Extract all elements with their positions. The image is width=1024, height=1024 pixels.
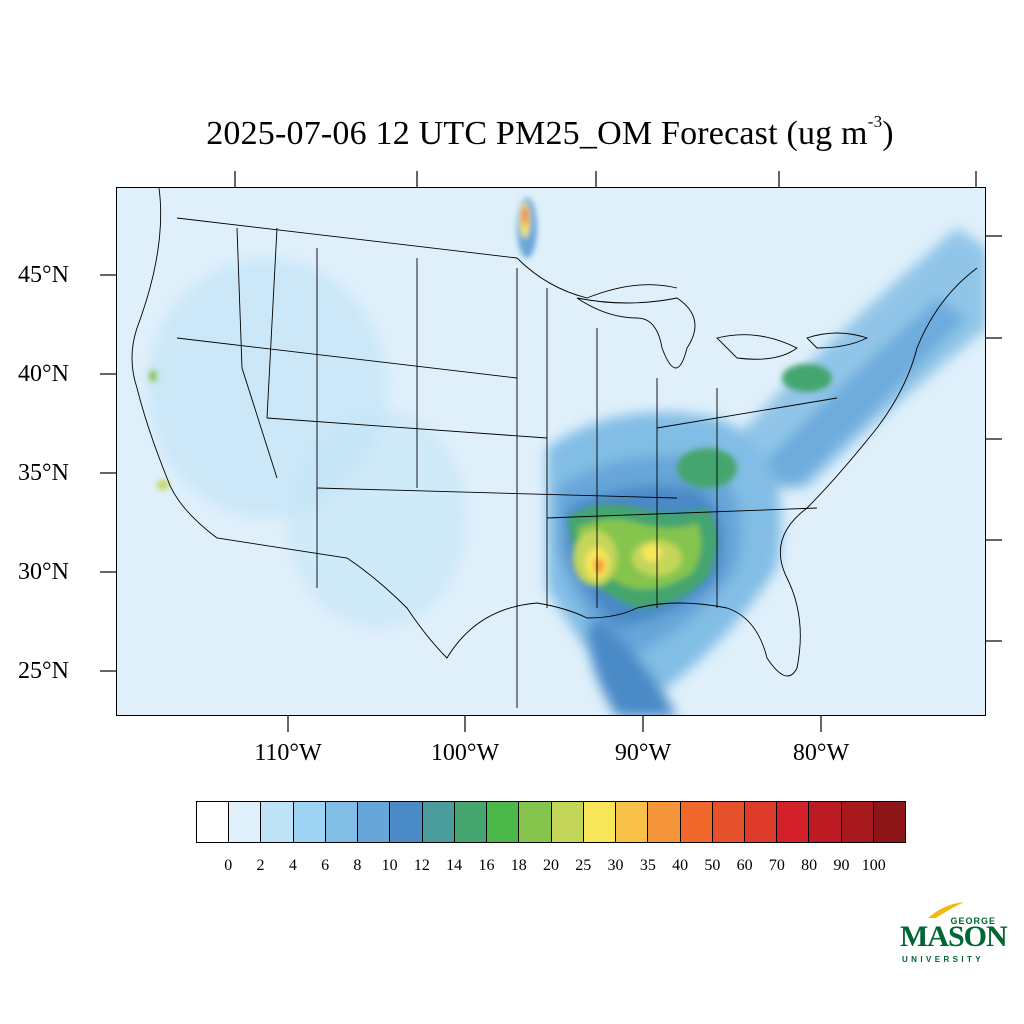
colorbar-swatch (197, 802, 230, 842)
colorbar-tick-label: 20 (543, 857, 559, 874)
colorbar-swatch (841, 802, 874, 842)
colorbar-tick-label: 35 (639, 857, 656, 874)
colorbar-swatch (454, 802, 488, 842)
concentration-field (147, 198, 985, 715)
colorbar-swatch (229, 802, 262, 842)
colorbar-swatch (680, 802, 713, 842)
colorbar-tick-label: 16 (478, 857, 495, 874)
colorbar-tick-label: 10 (381, 857, 398, 874)
colorbar-swatch (358, 802, 391, 842)
colorbar-swatch (648, 802, 681, 842)
lon-label-90: 90°W (614, 740, 672, 766)
colorbar-tick-label: 14 (446, 857, 463, 874)
colorbar-swatch (873, 802, 906, 842)
lat-label-30: 30°N (18, 559, 69, 585)
colorbar-swatch (487, 802, 520, 842)
colorbar-swatch (390, 802, 423, 842)
lat-label-35: 35°N (18, 460, 69, 486)
colorbar-tick-label: 4 (288, 857, 297, 874)
logo-swoosh-icon (928, 902, 964, 918)
lon-label-80: 80°W (792, 740, 850, 766)
colorbar-swatch (583, 802, 617, 842)
lat-label-45: 45°N (18, 262, 69, 288)
colorbar-swatch (422, 802, 455, 842)
colorbar (196, 801, 906, 843)
colorbar-tick-label: 40 (672, 857, 689, 874)
colorbar-tick-label: 0 (224, 857, 233, 874)
colorbar-swatch (519, 802, 552, 842)
lon-label-100: 100°W (430, 740, 500, 766)
map-outlines (131, 188, 978, 708)
lat-label-25: 25°N (18, 658, 69, 684)
colorbar-tick-label: 70 (768, 857, 785, 874)
colorbar-tick-label: 6 (321, 857, 330, 874)
lon-label-110: 110°W (254, 740, 322, 766)
colorbar-tick-label: 12 (413, 857, 430, 874)
colorbar-swatch (777, 802, 810, 842)
colorbar-swatch (616, 802, 649, 842)
colorbar-swatch (712, 802, 745, 842)
colorbar-swatch (809, 802, 842, 842)
colorbar-tick-label: 30 (607, 857, 624, 874)
lat-label-40: 40°N (18, 361, 69, 387)
logo-university: UNIVERSITY (902, 955, 985, 964)
colorbar-swatch (551, 802, 584, 842)
colorbar-swatch (325, 802, 359, 842)
colorbar-tick-label: 50 (704, 857, 721, 874)
colorbar-tick-label: 100 (861, 857, 886, 874)
colorbar-tick-label: 2 (256, 857, 265, 874)
map-canvas (131, 188, 985, 715)
forecast-map (116, 187, 986, 716)
colorbar-tick-label: 8 (353, 857, 362, 874)
logo-george: GEORGE (950, 916, 996, 926)
colorbar-swatch (744, 802, 778, 842)
page-title: 2025-07-06 12 UTC PM25_OM Forecast (ug m… (206, 112, 894, 152)
colorbar-tick-label: 18 (510, 857, 527, 874)
colorbar-swatch (293, 802, 326, 842)
colorbar-tick-label: 80 (801, 857, 818, 874)
colorbar-swatch (261, 802, 294, 842)
logo-mason: MASON (900, 920, 1008, 953)
colorbar-tick-label: 25 (575, 857, 592, 874)
gmu-logo: GEORGE MASON UNIVERSITY (898, 900, 1008, 970)
colorbar-tick-label: 60 (736, 857, 753, 874)
colorbar-tick-label: 90 (833, 857, 850, 874)
